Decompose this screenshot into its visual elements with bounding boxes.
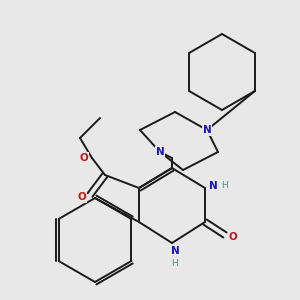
Text: H: H	[222, 182, 228, 190]
Text: H: H	[172, 259, 178, 268]
Text: N: N	[156, 147, 164, 157]
Text: N: N	[202, 125, 211, 135]
Text: O: O	[229, 232, 237, 242]
Text: O: O	[80, 153, 88, 163]
Text: N: N	[171, 246, 179, 256]
Text: N: N	[208, 181, 217, 191]
Text: O: O	[78, 192, 86, 202]
